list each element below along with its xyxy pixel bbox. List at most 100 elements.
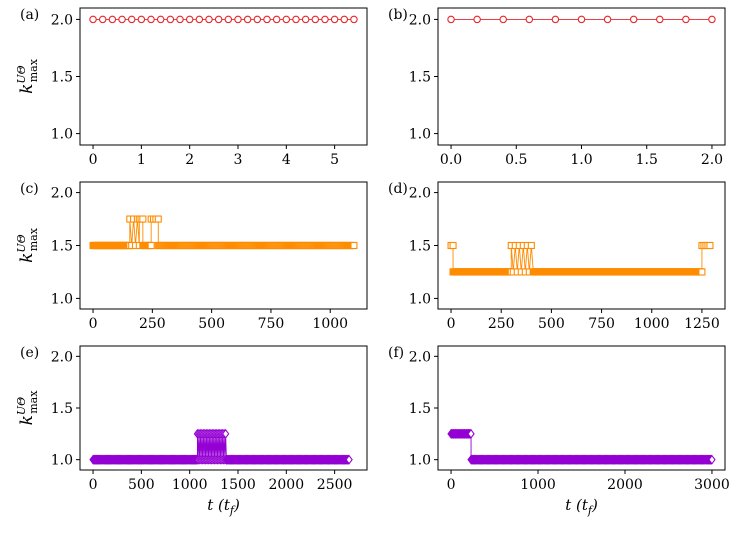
data-point [499, 15, 507, 24]
y-tick-label: 1.5 [409, 70, 431, 86]
data-point [698, 268, 706, 276]
series-markers [89, 428, 353, 465]
data-point [272, 15, 281, 24]
y-tick-label: 1.0 [409, 127, 431, 143]
x-tick-label: 0.5 [505, 152, 527, 168]
y-tick-label: 1.5 [51, 401, 73, 417]
data-point [139, 215, 147, 223]
data-point [473, 15, 481, 24]
x-tick-label: 750 [258, 316, 285, 332]
series-markers [89, 215, 358, 250]
x-tick-label: 2000 [607, 477, 643, 493]
y-axis-label: kUΘmax [15, 390, 40, 426]
x-tick-label: 500 [198, 316, 225, 332]
y-axis-label: kUΘmax [15, 58, 40, 94]
data-point [147, 15, 155, 24]
data-point [708, 454, 716, 465]
data-point [340, 15, 349, 24]
x-tick-label: 1000 [520, 477, 556, 493]
data-point [577, 15, 586, 24]
data-point [156, 15, 165, 24]
data-point [243, 15, 252, 24]
panel-label: (b) [388, 7, 408, 23]
data-point [98, 15, 107, 24]
axes-frame [79, 7, 368, 146]
data-point [224, 15, 233, 24]
data-point [89, 15, 97, 24]
panel-d: 1.0 1.5 2.0 0 250 500 750 1000 1250 (d) [388, 181, 726, 332]
y-tick-label: 2.0 [51, 186, 73, 202]
panel-label: (c) [20, 181, 39, 197]
x-tick-label: 0 [89, 152, 98, 168]
x-tick-label: 0 [89, 316, 98, 332]
x-tick-label: 1 [137, 152, 146, 168]
y-axis-label: kUΘmax [15, 227, 40, 263]
x-axis-label: t (tf) [207, 496, 240, 517]
x-tick-label: 250 [488, 316, 515, 332]
axes-frame [437, 181, 726, 310]
x-tick-label: 2.0 [701, 152, 723, 168]
data-point [350, 241, 358, 250]
series-markers [447, 241, 714, 276]
panel-e: 1.0 1.5 2.0 0 500 1000 1500 2000 2500 (e) kUΘmax t … [15, 345, 368, 517]
data-point [447, 15, 455, 24]
x-tick-label: 3 [234, 152, 243, 168]
y-tick-label: 2.0 [409, 12, 431, 28]
y-tick-label: 1.0 [51, 453, 73, 469]
data-point [205, 15, 213, 24]
x-tick-label: 1000 [634, 316, 670, 332]
data-point [350, 15, 358, 24]
x-tick-label: 0.0 [440, 152, 462, 168]
data-point [330, 15, 339, 24]
panel-b: 1.01.52.00.0 0.5 1.0 1.5 2.0(b) [388, 7, 726, 168]
x-tick-label: 0 [447, 477, 456, 493]
y-tick-label: 2.0 [409, 186, 431, 202]
data-point [603, 15, 612, 24]
y-tick-label: 1.5 [51, 239, 73, 255]
panel-label: (f) [388, 345, 404, 361]
panel-label: (e) [20, 345, 39, 361]
data-point [551, 15, 560, 24]
data-point [527, 241, 535, 250]
series-markers [447, 428, 716, 465]
data-point [166, 15, 175, 24]
x-tick-label: 1500 [220, 477, 256, 493]
panel-label: (d) [388, 181, 408, 197]
y-tick-label: 1.0 [51, 127, 73, 143]
x-tick-label: 2 [185, 152, 194, 168]
data-point [195, 15, 204, 24]
y-tick-label: 1.5 [409, 239, 431, 255]
x-tick-label: 4 [282, 152, 291, 168]
data-point [221, 428, 230, 439]
panel-c: 1.0 1.5 2.0 0 250 500 750 1000 (c) kUΘmax [15, 181, 368, 332]
x-tick-label: 1.5 [636, 152, 658, 168]
panel-a: 1.0 1.5 2.0 0 1 2 3 4 5 (a) kUΘmax [15, 7, 368, 168]
y-tick-label: 2.0 [409, 349, 431, 365]
y-tick-label: 1.0 [51, 291, 73, 307]
data-point [118, 15, 126, 24]
panel-label: (a) [20, 7, 39, 23]
data-point [301, 15, 310, 24]
y-tick-label: 1.0 [409, 291, 431, 307]
x-tick-label: 0 [447, 316, 456, 332]
series-markers [89, 15, 358, 24]
data-point [706, 241, 714, 250]
data-point [147, 241, 155, 250]
data-point [629, 15, 638, 24]
series-markers [447, 15, 716, 24]
y-tick-label: 1.5 [51, 70, 73, 86]
data-point [449, 241, 457, 250]
y-tick-label: 2.0 [51, 12, 73, 28]
x-tick-label: 1.0 [570, 152, 592, 168]
series-line [93, 218, 354, 246]
data-point [467, 428, 475, 439]
data-point [321, 15, 329, 24]
data-point [525, 15, 534, 24]
data-point [127, 15, 136, 24]
series-line [451, 245, 710, 273]
data-point [108, 15, 117, 24]
data-point [345, 454, 353, 465]
data-point [214, 15, 223, 24]
data-point [292, 15, 300, 24]
